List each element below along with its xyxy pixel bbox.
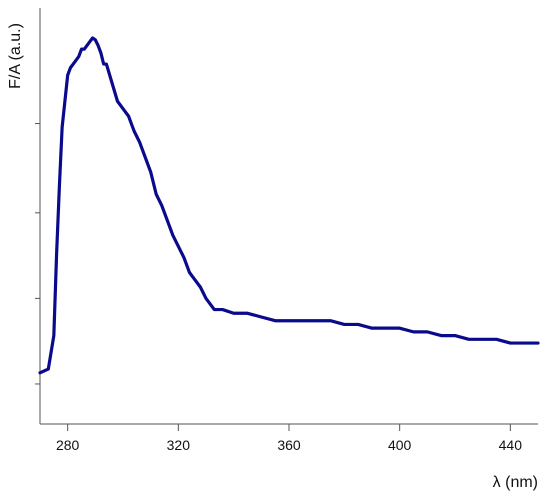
x-tick-label: 280 bbox=[56, 437, 80, 453]
y-axis-label: F/A (a.u.) bbox=[7, 23, 24, 89]
x-axis-ticks: 280 320 360 400 440 bbox=[56, 424, 522, 453]
y-axis-ticks bbox=[35, 123, 40, 385]
x-axis-label: λ (nm) bbox=[493, 474, 538, 491]
x-tick-label: 400 bbox=[388, 437, 412, 453]
x-tick-label: 440 bbox=[499, 437, 523, 453]
series-group bbox=[38, 36, 540, 375]
spectrum-line bbox=[38, 36, 540, 375]
x-tick-label: 360 bbox=[277, 437, 301, 453]
axes bbox=[39, 8, 538, 425]
x-tick-label: 320 bbox=[167, 437, 191, 453]
